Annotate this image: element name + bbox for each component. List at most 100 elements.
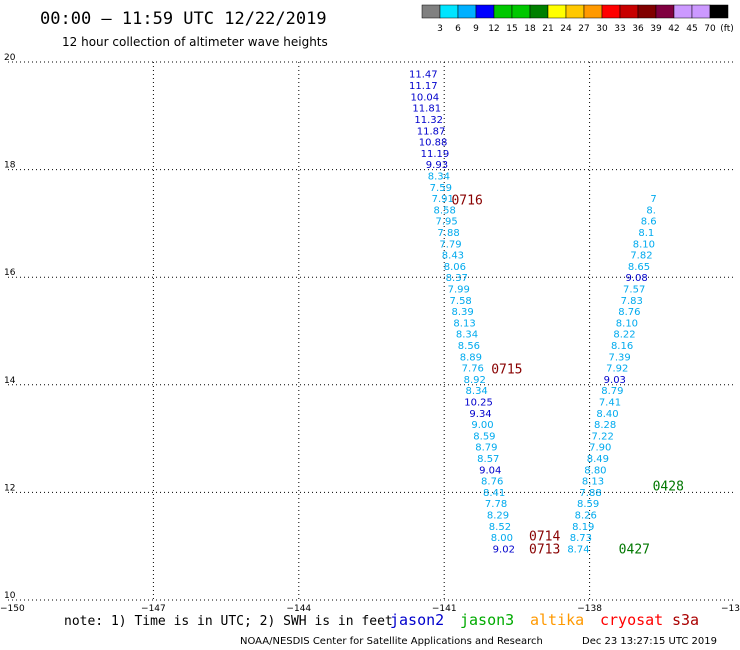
wave-height-point: 8.06 — [444, 262, 466, 273]
wave-height-point: 7.95 — [435, 217, 457, 228]
wave-height-point: 9.02 — [493, 544, 515, 555]
legend-label: 36 — [632, 24, 644, 34]
wave-height-point: 8.73 — [570, 533, 592, 544]
x-tick-label: −141 — [432, 604, 457, 614]
wave-height-point: 8.41 — [483, 488, 505, 499]
legend-label: 15 — [506, 24, 517, 34]
legend-label: 70 — [704, 24, 716, 34]
wave-height-point: 8.76 — [618, 307, 640, 318]
wave-height-point: 8.6 — [641, 217, 657, 228]
wave-height-point: 8.52 — [489, 522, 511, 533]
wave-height-point: 8.28 — [594, 420, 616, 431]
pass-time-label: 0715 — [491, 363, 522, 378]
wave-height-point: 8.19 — [572, 522, 594, 533]
legend-swatch — [601, 4, 621, 19]
wave-height-point: 11.47 — [409, 69, 438, 80]
wave-height-point: 11.32 — [414, 115, 443, 126]
wave-height-point: 8.43 — [442, 251, 464, 262]
wave-height-point: 7.79 — [439, 239, 461, 250]
wave-height-point: 8.10 — [616, 318, 638, 329]
wave-height-point: 8.37 — [446, 273, 468, 284]
legend-swatch — [691, 4, 711, 19]
satellite-name: cryosat — [600, 611, 663, 629]
legend-swatch — [475, 4, 495, 19]
satellite-legend: jason2 jason3 altika cryosat s3a — [390, 611, 699, 629]
x-tick-label: −138 — [577, 604, 602, 614]
wave-height-point: 9.08 — [625, 273, 647, 284]
pass-time-label: 0427 — [619, 542, 650, 557]
y-tick-label: 14 — [4, 376, 16, 386]
legend-label: 39 — [650, 24, 662, 34]
y-tick-label: 20 — [4, 53, 16, 63]
wave-height-point: 8.26 — [575, 510, 597, 521]
wave-height-point: 7.41 — [599, 397, 621, 408]
legend-label: 3 — [437, 24, 443, 34]
wave-height-point: 11.81 — [412, 104, 441, 115]
wave-height-point: 8.00 — [491, 533, 513, 544]
wave-height-point: 9.00 — [471, 420, 493, 431]
y-tick-label: 10 — [4, 591, 16, 601]
legend-label: 24 — [560, 24, 572, 34]
wave-height-point: 8.39 — [451, 307, 473, 318]
wave-height-point: 8.65 — [628, 262, 650, 273]
wave-height-point: 7.99 — [448, 284, 470, 295]
wave-height-point: 8.34 — [456, 330, 478, 341]
wave-height-point: 8.49 — [587, 454, 609, 465]
x-tick-label: −147 — [141, 604, 166, 614]
legend-label: 18 — [524, 24, 536, 34]
chart-subtitle: 12 hour collection of altimeter wave hei… — [62, 35, 328, 49]
pass-time-label: 0716 — [451, 194, 482, 209]
wave-height-point: 8.76 — [481, 477, 503, 488]
wave-height-point: 7.78 — [485, 499, 507, 510]
wave-height-point: 7.91 — [432, 194, 454, 205]
y-tick-label: 18 — [4, 161, 16, 171]
wave-height-point: 7.58 — [450, 296, 472, 307]
wave-height-point: 9.03 — [604, 375, 626, 386]
pass-time-label: 0713 — [529, 542, 560, 557]
wave-height-point: 10.25 — [464, 397, 493, 408]
timestamp-text: Dec 23 13:27:15 UTC 2019 — [582, 636, 717, 647]
legend-swatch — [565, 4, 585, 19]
legend-swatch — [655, 4, 675, 19]
credit-text: NOAA/NESDIS Center for Satellite Applica… — [240, 636, 543, 647]
legend-swatch — [583, 4, 603, 19]
wave-height-point: 11.19 — [421, 149, 450, 160]
wave-height-point: 7.82 — [630, 251, 652, 262]
wave-height-point: 7.92 — [606, 364, 628, 375]
wave-height-point: 8.13 — [453, 318, 475, 329]
x-tick-label: −144 — [286, 604, 311, 614]
wave-height-point: 7.59 — [430, 183, 452, 194]
satellite-name: s3a — [672, 611, 699, 629]
wave-height-point: 8.59 — [473, 431, 495, 442]
legend-swatch — [439, 4, 459, 19]
y-tick-labels: 10 12 14 16 18 20 — [4, 53, 16, 601]
x-tick-label: −150 — [0, 604, 25, 614]
wave-height-point: 7.76 — [462, 364, 484, 375]
wave-height-point: 7.90 — [589, 443, 611, 454]
legend-label: 21 — [542, 24, 553, 34]
legend-label: 12 — [488, 24, 499, 34]
wave-height-point: 8.56 — [458, 341, 480, 352]
legend-label: 9 — [473, 24, 479, 34]
wave-height-point: 8.79 — [475, 443, 497, 454]
legend-swatch — [529, 4, 549, 19]
x-tick-labels: −150 −147 −144 −141 −138 −13 — [0, 604, 740, 614]
legend-label: (ft) — [720, 24, 734, 34]
wave-height-point: 8.16 — [611, 341, 633, 352]
color-legend: 3 6 9 12 15 18 21 24 27 30 33 36 39 42 45 70 (ft) — [421, 4, 734, 34]
wave-height-point: 7.22 — [592, 431, 614, 442]
legend-swatch — [709, 4, 729, 19]
wave-height-point: 9.93 — [426, 160, 448, 171]
wave-height-point: 11.87 — [417, 126, 446, 137]
wave-height-point: 8.40 — [596, 409, 618, 420]
wave-height-point: 9.34 — [469, 409, 491, 420]
wave-height-point: 8.10 — [633, 239, 655, 250]
satellite-name: altika — [530, 611, 584, 629]
pass-time-label: 0428 — [653, 479, 684, 494]
x-tick-label: −13 — [721, 604, 740, 614]
wave-height-point: 8.1 — [638, 228, 654, 239]
wave-height-point: 8.92 — [464, 375, 486, 386]
data-points: 11.4711.1710.0411.8111.3211.8710.8811.19… — [409, 69, 657, 555]
legend-label: 42 — [668, 24, 679, 34]
